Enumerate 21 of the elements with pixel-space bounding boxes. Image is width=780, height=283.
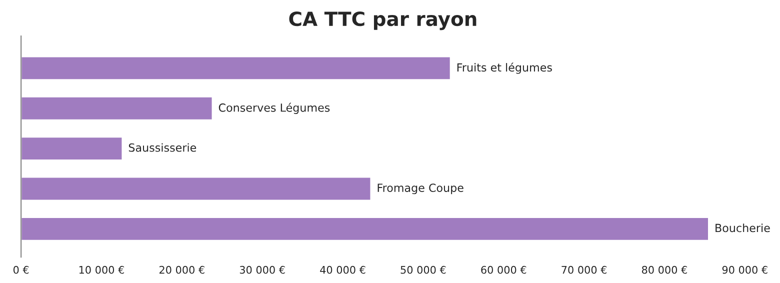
- x-tick-label: 40 000 €: [320, 266, 366, 274]
- y-tick-label: Saussisserie: [128, 143, 196, 152]
- x-tick-label: 90 000 €: [722, 266, 768, 274]
- x-tick-label: 50 000 €: [400, 266, 446, 274]
- x-tick-label: 10 000 €: [79, 266, 124, 274]
- chart-title: CA TTC par rayon: [289, 11, 476, 30]
- bar: [21, 96, 214, 121]
- x-tick-label: 60 000 €: [481, 266, 526, 274]
- x-tick-label: 70 000 €: [562, 266, 607, 274]
- bar: [21, 176, 372, 202]
- x-tick-label: 80 000 €: [642, 266, 687, 274]
- y-tick-label: Fromage Coupe: [378, 184, 464, 194]
- x-tick-label: 20 000 €: [159, 266, 204, 274]
- bar: [21, 136, 124, 161]
- x-tick-label: 30 000 €: [240, 266, 285, 274]
- y-tick-label: Fruits et légumes: [457, 62, 552, 74]
- y-tick-label: Conserves Légumes: [218, 102, 330, 114]
- y-tick-label: Boucherie: [716, 224, 770, 232]
- bar: [21, 216, 710, 242]
- x-tick-label: 0 €: [13, 266, 29, 274]
- bar: [21, 56, 452, 81]
